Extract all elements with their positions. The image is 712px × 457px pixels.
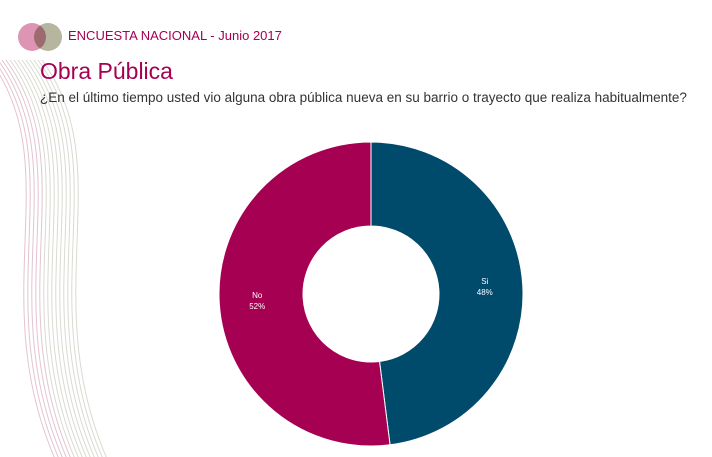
- decorative-wave-line: [41, 59, 107, 457]
- decorative-wave-line: [21, 59, 87, 457]
- slice-value-no: 52%: [249, 302, 265, 311]
- question-text: ¿En el último tiempo usted vio alguna ob…: [40, 90, 687, 105]
- decorative-wave-line: [13, 59, 79, 457]
- decorative-wave-line: [17, 59, 83, 457]
- slice-value-si: 48%: [477, 288, 493, 297]
- brand-logo: [18, 23, 64, 51]
- page-title: Obra Pública: [40, 58, 173, 84]
- decorative-wave-line: [33, 59, 99, 457]
- decorative-wave-line: [5, 59, 71, 457]
- survey-label: ENCUESTA NACIONAL - Junio 2017: [68, 28, 282, 43]
- slice-label-si: Si: [481, 277, 488, 286]
- decorative-wave-line: [29, 59, 95, 457]
- logo-circle-olive: [34, 23, 62, 51]
- decorative-wave-line: [25, 59, 91, 457]
- decorative-wave-line: [1, 59, 67, 457]
- decorative-wave-line: [0, 74, 55, 457]
- donut-slice-no: [218, 141, 391, 447]
- donut-slice-si: [370, 141, 524, 446]
- slice-label-no: No: [252, 291, 263, 300]
- decorative-wave-line: [37, 59, 103, 457]
- decorative-wave-line: [9, 59, 75, 457]
- decorative-wave-line: [0, 68, 59, 457]
- decorative-wave-line: [0, 62, 63, 457]
